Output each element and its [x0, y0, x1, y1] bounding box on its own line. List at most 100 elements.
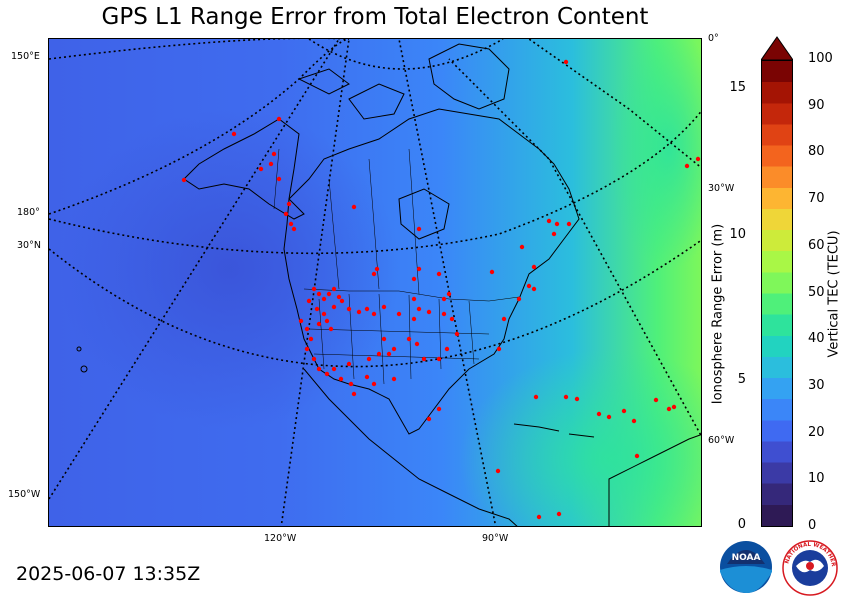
gps-station-marker: [563, 59, 569, 65]
gps-station-marker: [351, 204, 357, 210]
gps-station-marker: [314, 306, 320, 312]
gps-station-marker: [446, 291, 452, 297]
gps-station-marker: [495, 468, 501, 474]
range-axis-label: Ionosphere Range Error (m): [710, 223, 726, 405]
gps-station-marker: [276, 116, 282, 122]
gps-station-marker: [533, 394, 539, 400]
gps-station-marker: [546, 218, 552, 224]
gps-station-marker: [304, 346, 310, 352]
tec-tick-label: 50: [808, 284, 825, 300]
gps-station-marker: [416, 306, 422, 312]
tec-tick-label: 10: [808, 471, 825, 487]
gps-station-marker: [526, 283, 532, 289]
lon-label-180: 180°: [17, 207, 40, 218]
gps-station-marker: [634, 453, 640, 459]
gps-station-marker: [556, 511, 562, 517]
gps-station-marker: [566, 221, 572, 227]
gps-station-marker: [563, 394, 569, 400]
gps-station-marker: [324, 371, 330, 377]
gps-station-marker: [371, 311, 377, 317]
lat-label-30n: 30°N: [17, 240, 41, 251]
gps-station-marker: [371, 381, 377, 387]
gps-station-marker: [364, 306, 370, 312]
gps-station-marker: [311, 286, 317, 292]
gps-station-marker: [396, 311, 402, 317]
gps-station-marker: [441, 311, 447, 317]
tec-axis-label: Vertical TEC (TECU): [826, 230, 842, 358]
gps-station-marker: [288, 221, 294, 227]
lon-label-30w: 30°W: [708, 183, 735, 194]
low-tec-region: [59, 109, 399, 429]
gps-station-marker: [338, 376, 344, 382]
graticule: [49, 39, 701, 526]
gps-station-marker: [411, 296, 417, 302]
gps-station-marker: [695, 156, 701, 162]
gps-station-marker: [304, 326, 310, 332]
tec-tick-label: 30: [808, 377, 825, 393]
noaa-logo: NOAA: [720, 541, 772, 594]
gps-station-marker: [351, 391, 357, 397]
gps-station-marker: [414, 341, 420, 347]
lon-label-120w: 120°W: [264, 533, 297, 544]
gps-station-marker: [346, 306, 352, 312]
gps-station-marker: [501, 316, 507, 322]
gps-station-marker: [496, 346, 502, 352]
gps-station-marker: [391, 346, 397, 352]
range-tick-label: 0: [737, 517, 746, 532]
gps-station-marker: [346, 361, 352, 367]
gps-station-marker: [386, 351, 392, 357]
gps-station-marker: [574, 396, 580, 402]
gps-station-marker: [444, 346, 450, 352]
map-canvas: [49, 39, 701, 526]
svg-text:NOAA: NOAA: [732, 553, 761, 563]
tec-tick-label: 80: [808, 144, 825, 160]
gps-station-marker: [331, 304, 337, 310]
gps-station-marker: [411, 316, 417, 322]
gps-station-marker: [316, 291, 322, 297]
gps-station-marker: [631, 418, 637, 424]
gps-station-marker: [311, 356, 317, 362]
gps-station-marker: [324, 318, 330, 324]
gps-station-marker: [231, 131, 237, 137]
gps-station-marker: [181, 177, 187, 183]
gps-station-marker: [666, 406, 672, 412]
gps-station-marker: [554, 221, 560, 227]
range-tick-label: 10: [729, 227, 746, 242]
borders: [273, 148, 520, 385]
tec-tick-label: 0: [808, 518, 817, 533]
gps-station-marker: [366, 356, 372, 362]
gps-station-marker: [306, 298, 312, 304]
gps-station-marker: [416, 226, 422, 232]
gps-station-marker: [531, 286, 537, 292]
gps-station-marker: [326, 291, 332, 297]
gps-station-marker: [298, 318, 304, 324]
gps-station-marker: [406, 336, 412, 342]
gps-station-marker: [426, 416, 432, 422]
timestamp: 2025-06-07 13:35Z: [16, 563, 201, 585]
gps-station-marker: [449, 316, 455, 322]
gps-station-marker: [381, 336, 387, 342]
gps-station-marker: [316, 321, 322, 327]
high-tec-region-north: [609, 39, 701, 269]
lon-label-150e: 150°E: [11, 51, 40, 62]
tec-tick-label: 40: [808, 331, 825, 347]
colorbar-extend-triangle: [761, 36, 793, 61]
tec-tick-label: 100: [808, 51, 833, 66]
gps-station-marker: [531, 264, 537, 270]
gps-station-marker: [551, 231, 557, 237]
gps-station-marker: [308, 336, 314, 342]
gps-station-marker: [356, 309, 362, 315]
gps-station-marker: [321, 296, 327, 302]
chart-title: GPS L1 Range Error from Total Electron C…: [101, 4, 649, 30]
gps-station-marker: [516, 296, 522, 302]
gps-station-marker: [489, 269, 495, 275]
gps-station-marker: [454, 331, 460, 337]
tec-tick-label: 70: [808, 191, 825, 207]
tec-tick-label: 20: [808, 424, 825, 440]
gps-station-marker: [364, 374, 370, 380]
gps-station-marker: [276, 176, 282, 182]
gps-station-marker: [316, 366, 322, 372]
gps-station-marker: [671, 404, 677, 410]
gps-station-marker: [376, 351, 382, 357]
gps-station-marker: [328, 326, 334, 332]
